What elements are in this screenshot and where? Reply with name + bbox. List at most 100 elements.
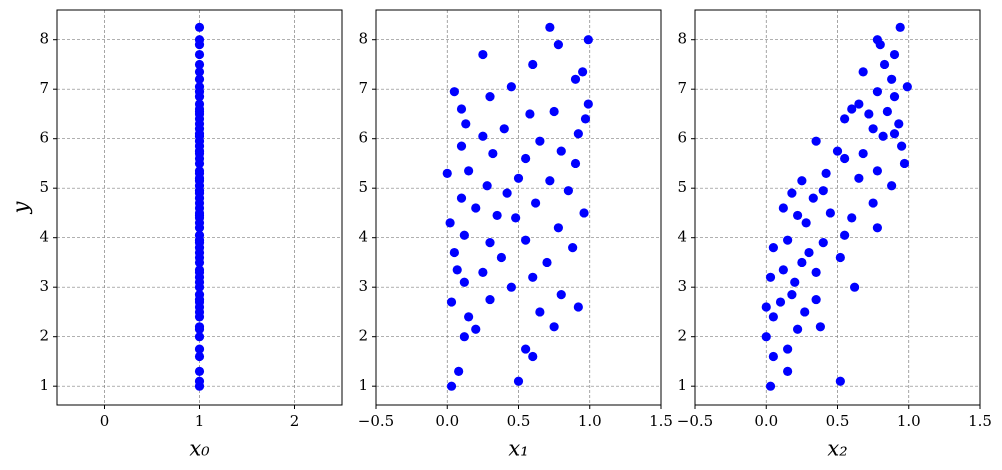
point: [478, 267, 488, 277]
point: [864, 109, 874, 119]
point: [506, 282, 516, 292]
point: [858, 67, 868, 77]
y-tick-label: 3: [358, 277, 368, 295]
point: [452, 265, 462, 275]
point: [449, 87, 459, 97]
point: [556, 146, 566, 156]
point: [872, 223, 883, 233]
point: [513, 173, 524, 183]
y-tick-label: 2: [358, 327, 368, 345]
point: [801, 218, 811, 228]
x-tick-label: 1: [195, 412, 205, 430]
y-tick-label: 2: [677, 327, 687, 345]
point: [478, 49, 488, 60]
point: [456, 141, 467, 151]
y-tick-label: 6: [39, 129, 49, 147]
point: [775, 297, 786, 307]
point: [783, 366, 793, 376]
point: [459, 230, 469, 240]
point: [542, 257, 552, 268]
y-tick-label: 3: [39, 277, 49, 295]
x-tick-label: 0.0: [435, 412, 459, 430]
point: [568, 242, 578, 253]
point: [825, 208, 835, 218]
point: [573, 129, 583, 139]
point: [797, 257, 807, 268]
point: [889, 129, 900, 139]
point: [840, 230, 850, 240]
point: [793, 210, 803, 221]
y-tick-label: 4: [358, 228, 368, 246]
y-tick-label: 1: [358, 376, 368, 394]
point: [488, 148, 498, 159]
x-tick-label: 0.0: [754, 412, 778, 430]
point: [194, 366, 205, 376]
y-tick-label: 3: [677, 277, 687, 295]
point: [854, 173, 864, 183]
point: [840, 153, 850, 164]
point: [840, 114, 850, 124]
point: [761, 302, 771, 312]
point: [578, 67, 588, 77]
point: [485, 92, 495, 102]
point: [872, 166, 883, 176]
point: [194, 35, 205, 45]
x-tick-label: 0.5: [507, 412, 531, 430]
point: [545, 22, 555, 32]
x-tick-label: 1.0: [897, 412, 921, 430]
point: [454, 366, 464, 376]
point: [506, 82, 516, 92]
point: [761, 332, 771, 342]
point: [194, 74, 205, 84]
point: [808, 193, 818, 203]
point: [511, 213, 521, 223]
point: [889, 49, 900, 60]
y-tick-label: 7: [677, 79, 687, 97]
point: [835, 376, 845, 386]
point: [445, 218, 455, 228]
point: [858, 148, 868, 159]
point: [563, 186, 573, 196]
point: [854, 99, 864, 109]
point: [887, 181, 897, 191]
plot-frame: [375, 9, 662, 406]
point: [535, 136, 545, 146]
y-tick-label: 6: [677, 129, 687, 147]
point: [835, 252, 845, 263]
point: [895, 22, 905, 32]
point: [821, 168, 831, 178]
point: [194, 344, 205, 354]
point: [549, 106, 559, 117]
x-tick-label: 1.5: [649, 412, 673, 430]
point: [872, 87, 883, 97]
point: [768, 351, 778, 362]
point: [804, 247, 814, 258]
point: [787, 188, 797, 198]
point: [573, 302, 583, 312]
point: [194, 22, 205, 32]
point: [531, 198, 541, 208]
point: [815, 322, 826, 332]
y-tick-label: 4: [39, 228, 49, 246]
y-tick-label: 1: [677, 376, 687, 394]
point: [513, 376, 524, 386]
point: [783, 235, 793, 245]
x-tick-label: 0: [100, 412, 110, 430]
point: [556, 290, 566, 300]
point: [811, 294, 821, 305]
point: [194, 230, 205, 240]
point: [492, 210, 502, 221]
y-axis-label: y: [9, 200, 33, 214]
point: [793, 324, 803, 334]
point: [471, 203, 481, 213]
point: [194, 322, 205, 332]
y-tick-label: 8: [39, 30, 49, 48]
point: [570, 158, 581, 169]
y-tick-label: 5: [677, 178, 687, 196]
point: [811, 136, 821, 146]
point: [496, 252, 506, 263]
x-tick-label: 2: [290, 412, 300, 430]
x-tick-label: −0.5: [677, 412, 713, 430]
point: [899, 158, 910, 169]
point: [194, 166, 205, 176]
